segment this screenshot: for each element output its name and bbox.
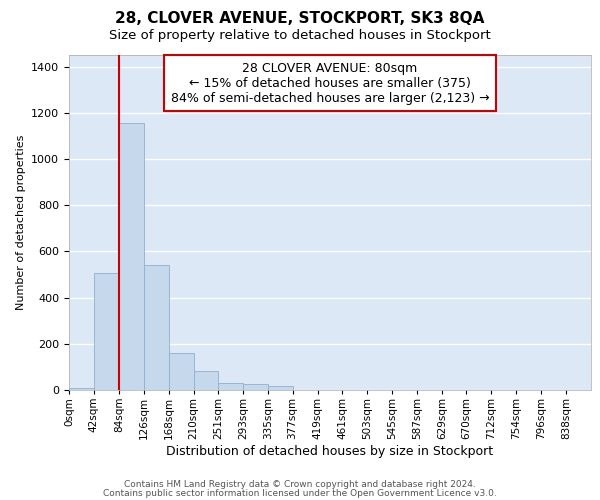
Bar [169, 353, 194, 390]
Text: Contains HM Land Registry data © Crown copyright and database right 2024.: Contains HM Land Registry data © Crown c… [124, 480, 476, 489]
Bar [119, 123, 144, 390]
X-axis label: Distribution of detached houses by size in Stockport: Distribution of detached houses by size … [166, 444, 494, 458]
Bar [243, 384, 268, 390]
Text: 28, CLOVER AVENUE, STOCKPORT, SK3 8QA: 28, CLOVER AVENUE, STOCKPORT, SK3 8QA [115, 11, 485, 26]
Y-axis label: Number of detached properties: Number of detached properties [16, 135, 26, 310]
Bar [194, 371, 218, 390]
Text: Contains public sector information licensed under the Open Government Licence v3: Contains public sector information licen… [103, 489, 497, 498]
Bar [144, 265, 169, 390]
Text: Size of property relative to detached houses in Stockport: Size of property relative to detached ho… [109, 29, 491, 42]
Text: 28 CLOVER AVENUE: 80sqm
← 15% of detached houses are smaller (375)
84% of semi-d: 28 CLOVER AVENUE: 80sqm ← 15% of detache… [170, 62, 490, 104]
Bar [218, 383, 243, 390]
Bar [69, 388, 94, 390]
Bar [268, 386, 293, 390]
Bar [94, 274, 119, 390]
